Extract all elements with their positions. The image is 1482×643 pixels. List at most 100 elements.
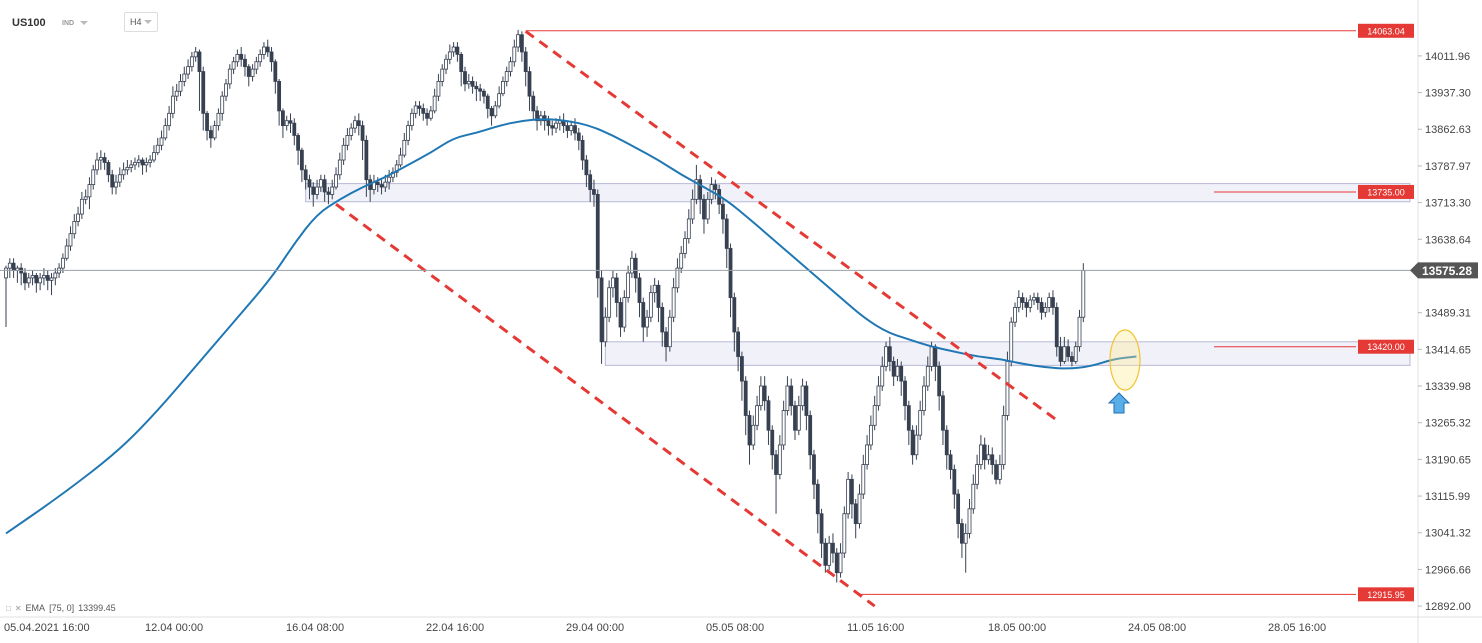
candle-body [413,105,418,114]
candle-body [554,122,558,129]
close-icon[interactable]: ✕ [14,603,22,613]
candle-body [102,157,107,163]
candle-body [736,331,741,357]
y-tick-label: 13713.30 [1425,198,1471,210]
candle-body [144,162,149,166]
candle-body [982,444,987,461]
candle-body [1051,297,1055,308]
candle-body [664,331,668,348]
candle-body [853,503,858,524]
category-label: IND [62,19,75,27]
candle-body [823,542,828,566]
candle-body [394,164,399,173]
candle-body [76,213,80,222]
candle-body [121,169,126,176]
candle-body [868,424,873,446]
candle-body [117,174,122,183]
channel-line [524,30,1062,425]
candle-body [523,51,528,72]
candle-body [417,105,422,109]
candle-body [713,184,718,190]
up-arrow-icon [1107,392,1131,414]
candle-body [872,405,877,426]
channel-line [335,203,876,608]
candle-body [23,272,27,284]
candle-body [284,120,289,127]
candle-body [603,316,608,343]
candle-body [269,51,274,63]
candle-body [937,365,942,397]
candle-body [770,429,775,456]
candle-body [68,233,73,247]
y-axis: 14011.96 13937.30 13862.63 13787.97 13713.30… [1417,0,1471,643]
candle-body [967,508,972,534]
candle-body [1028,299,1033,308]
indicator-legend: □ ✕ EMA [75, 0] 13399.45 [6,603,116,613]
candle-body [758,385,763,407]
candle-body [1013,307,1017,323]
candle-body [208,130,213,139]
candle-body [808,415,813,456]
ema-line [5,118,1137,535]
level-label: 12915.95 [1367,590,1405,600]
candle-body [311,186,316,195]
candle-body [648,292,653,318]
level-label: 13735.00 [1367,187,1405,197]
candle-body [239,53,244,60]
candle-body [611,277,615,289]
candle-body [584,159,589,176]
candle-body [459,53,464,72]
candle-body [762,385,767,402]
candle-body [622,297,627,328]
candle-body [182,73,187,82]
candle-body [815,483,820,515]
candle-body [436,81,441,97]
candle-body [1024,302,1029,308]
candle-body [349,127,354,136]
candle-body [743,380,748,416]
candle-body [971,483,976,510]
candle-body [493,105,498,117]
category-selector[interactable]: IND [62,12,89,34]
candle-body [535,110,539,122]
candle-body [906,405,911,431]
y-tick-label: 13115.99 [1425,491,1470,503]
candle-body [163,125,168,139]
candle-body [189,56,194,68]
candle-body [212,125,217,139]
y-tick-label: 13265.32 [1425,418,1471,430]
candle-body [952,469,957,495]
candle-body [30,275,35,279]
candle-body [501,81,505,95]
candle-body [398,154,403,166]
level-badge [1358,339,1414,354]
candle-body [447,51,452,60]
symbol-label[interactable]: US100 [12,17,46,29]
candle-body [243,58,247,68]
timeframe-selector[interactable]: H4 [124,12,158,32]
candle-body [387,176,392,183]
candle-body [929,346,934,367]
candle-body [273,61,278,82]
candle-body [588,174,593,190]
candle-body [698,179,703,200]
candle-body [299,149,304,171]
candle-body [478,88,483,92]
candle-body [516,34,520,48]
candle-body [569,125,574,131]
candle-body [645,316,649,328]
candle-body [307,179,312,188]
candle-body [755,405,759,426]
candle-body [45,275,50,281]
candle-body [986,454,991,461]
eye-icon[interactable]: □ [6,603,11,613]
candle-body [330,186,335,195]
candle-body [637,277,642,303]
candle-body [288,120,293,124]
candle-body [793,405,797,431]
candle-body [186,66,190,75]
candle-body [246,66,251,77]
candle-body [512,46,517,63]
candle-body [891,361,896,377]
